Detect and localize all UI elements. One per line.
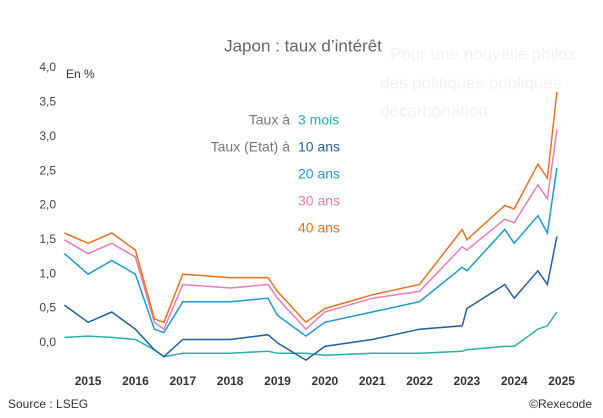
legend-label: 20 ans — [298, 166, 340, 182]
y-tick-label: 0,0 — [39, 335, 56, 349]
y-tick-label: 1,5 — [39, 232, 56, 246]
y-tick-label: 1,0 — [39, 266, 56, 280]
copyright: ©Rexecode — [529, 397, 592, 411]
x-tick-label: 2023 — [454, 374, 481, 388]
legend-label: 3 mois — [298, 112, 339, 128]
overlay-text: décarbonation — [380, 101, 488, 120]
x-tick-label: 2019 — [264, 374, 291, 388]
legend-prefix: Taux à — [249, 112, 290, 128]
legend-label: 30 ans — [298, 193, 340, 209]
y-tick-label: 4,0 — [39, 60, 56, 74]
x-tick-label: 2015 — [75, 374, 102, 388]
series-line — [64, 311, 558, 358]
x-tick-label: 2018 — [217, 374, 244, 388]
y-tick-label: 3,5 — [39, 95, 56, 109]
x-tick-label: 2020 — [311, 374, 338, 388]
x-tick-label: 2022 — [406, 374, 433, 388]
y-tick-label: 2,5 — [39, 163, 56, 177]
x-tick-label: 2025 — [548, 374, 575, 388]
y-tick-label: 2,0 — [39, 198, 56, 212]
chart-title: Japon : taux d’intérêt — [224, 36, 382, 55]
legend-prefix: Taux (Etat) à — [211, 139, 291, 155]
source: Source : LSEG — [8, 397, 88, 411]
series-line — [63, 236, 558, 361]
x-tick-label: 2021 — [359, 374, 386, 388]
series-line — [64, 92, 558, 324]
overlay-text: des politiques publiques — [380, 73, 561, 92]
legend-label: 40 ans — [298, 220, 340, 236]
y-tick-label: 3,0 — [39, 129, 56, 143]
x-tick-label: 2024 — [501, 374, 528, 388]
series-line — [64, 129, 558, 331]
overlay-text: Pour une nouvelle philos — [390, 44, 576, 63]
series-line — [63, 167, 558, 338]
x-tick-label: 2016 — [122, 374, 149, 388]
y-unit: En % — [66, 67, 95, 81]
x-tick-label: 2017 — [169, 374, 196, 388]
y-tick-label: 0,5 — [39, 301, 56, 315]
legend-label: 10 ans — [298, 139, 340, 155]
